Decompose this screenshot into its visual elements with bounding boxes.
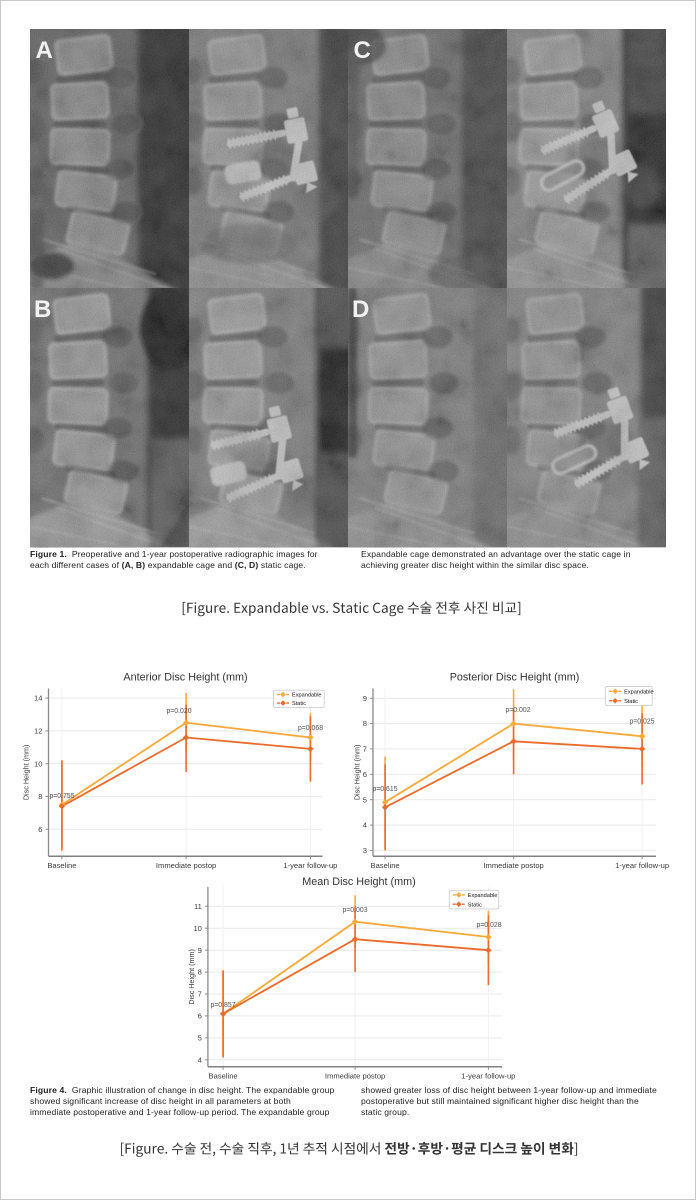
svg-text:Static: Static	[292, 701, 306, 707]
svg-text:p=0.003: p=0.003	[342, 907, 367, 914]
svg-text:10: 10	[193, 924, 201, 933]
svg-text:8: 8	[363, 719, 367, 728]
svg-text:6: 6	[198, 1012, 202, 1021]
svg-text:Baseline: Baseline	[47, 861, 76, 870]
svg-text:12: 12	[34, 727, 42, 736]
svg-text:11: 11	[194, 902, 202, 911]
svg-text:Disc Height (mm): Disc Height (mm)	[352, 745, 361, 801]
svg-text:3: 3	[363, 846, 367, 855]
svg-text:8: 8	[198, 968, 202, 977]
svg-text:Posterior Disc Height (mm): Posterior Disc Height (mm)	[450, 672, 580, 684]
svg-text:7: 7	[198, 990, 202, 999]
svg-text:1-year follow-up: 1-year follow-up	[283, 861, 337, 870]
svg-text:1-year follow-up: 1-year follow-up	[461, 1071, 515, 1080]
svg-text:Mean Disc Height (mm): Mean Disc Height (mm)	[302, 876, 415, 888]
svg-text:C: C	[354, 37, 371, 64]
svg-text:Baseline: Baseline	[371, 861, 400, 870]
svg-text:14: 14	[34, 694, 42, 703]
svg-text:Disc Height (mm): Disc Height (mm)	[22, 745, 31, 801]
svg-text:D: D	[352, 296, 369, 323]
svg-text:B: B	[34, 296, 51, 323]
svg-text:4: 4	[198, 1055, 202, 1064]
svg-text:p=0.615: p=0.615	[372, 786, 397, 793]
svg-text:Expandable: Expandable	[292, 693, 322, 699]
svg-text:Static: Static	[468, 902, 482, 908]
svg-text:Immediate postop: Immediate postop	[156, 861, 216, 870]
svg-text:p=0.020: p=0.020	[166, 708, 191, 715]
svg-text:9: 9	[363, 694, 367, 703]
svg-text:1-year follow-up: 1-year follow-up	[615, 861, 669, 870]
svg-text:Immediate postop: Immediate postop	[325, 1071, 385, 1080]
svg-text:5: 5	[198, 1033, 202, 1042]
svg-text:Expandable: Expandable	[624, 689, 654, 695]
svg-text:6: 6	[363, 770, 367, 779]
svg-text:Anterior Disc Height (mm): Anterior Disc Height (mm)	[123, 672, 247, 684]
svg-text:Immediate postop: Immediate postop	[483, 861, 543, 870]
svg-text:4: 4	[363, 821, 367, 830]
svg-text:7: 7	[363, 745, 367, 754]
svg-text:p=0.028: p=0.028	[476, 922, 501, 929]
svg-text:p=0.025: p=0.025	[629, 719, 654, 726]
svg-text:p=0.857: p=0.857	[210, 1002, 235, 1009]
svg-text:8: 8	[38, 792, 42, 801]
svg-text:9: 9	[198, 946, 202, 955]
svg-text:Baseline: Baseline	[209, 1071, 238, 1080]
svg-text:p=0.068: p=0.068	[298, 725, 323, 732]
svg-text:Static: Static	[624, 699, 638, 705]
svg-text:Expandable: Expandable	[468, 893, 498, 899]
svg-text:5: 5	[363, 795, 367, 804]
svg-text:6: 6	[38, 825, 42, 834]
svg-text:p=0.002: p=0.002	[505, 707, 530, 714]
svg-text:Disc Height (mm): Disc Height (mm)	[187, 949, 196, 1005]
svg-text:A: A	[36, 37, 53, 64]
svg-text:10: 10	[34, 759, 42, 768]
svg-text:p=0.755: p=0.755	[49, 793, 74, 800]
